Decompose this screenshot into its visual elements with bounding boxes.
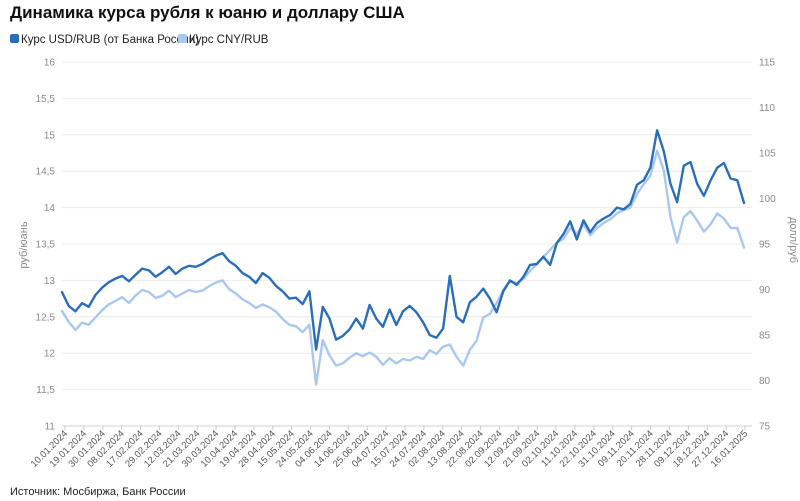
legend-label-cny: Курс CNY/RUB [189, 34, 269, 46]
y-left-tick-label: 13 [44, 276, 56, 287]
y-right-tick-label: 85 [759, 331, 771, 342]
legend: Курс USD/RUB (от Банка России) Курс CNY/… [10, 34, 269, 46]
y-axis-left: 11 11,5 12 12,5 13 13,5 14 14,5 15 15,5 16 [36, 58, 56, 433]
series-lines [60, 129, 746, 386]
chart-title: Динамика курса рубля к юаню и доллару СШ… [10, 3, 405, 22]
y-left-tick-label: 14 [44, 203, 56, 214]
y-right-tick-label: 105 [759, 149, 776, 160]
source-note: Источник: Мосбиржа, Банк России [10, 486, 186, 498]
y-right-tick-label: 115 [759, 58, 775, 69]
legend-label-usd: Курс USD/RUB (от Банка России) [21, 34, 199, 46]
y-right-tick-label: 110 [759, 103, 775, 114]
series-line-cny-rub [60, 149, 746, 386]
y-right-tick-label: 75 [759, 422, 771, 433]
y-left-tick-label: 12 [44, 349, 56, 360]
y-left-tick-label: 16 [44, 58, 56, 69]
y-right-tick-label: 80 [759, 376, 771, 387]
y-right-tick-label: 100 [759, 194, 776, 205]
y-right-tick-label: 95 [759, 240, 771, 251]
series-line-usd-rub [60, 129, 746, 351]
y-left-tick-label: 13,5 [36, 240, 56, 251]
y-left-tick-label: 11 [45, 422, 56, 433]
gridlines [62, 61, 752, 427]
y-left-tick-label: 11,5 [36, 385, 55, 396]
y-axis-left-label: руб/юань [18, 221, 30, 268]
y-left-tick-label: 15,5 [36, 94, 56, 105]
y-left-tick-label: 14,5 [36, 167, 56, 178]
y-left-tick-label: 15 [44, 130, 56, 141]
legend-swatch-usd [10, 34, 19, 43]
y-right-tick-label: 90 [759, 285, 771, 296]
y-axis-right: 75 80 85 90 95 100 105 110 115 [759, 58, 776, 433]
x-axis: 10.01.202419.01.202430.01.202408.02.2024… [29, 425, 752, 470]
y-left-tick-label: 12,5 [36, 312, 56, 323]
legend-swatch-cny [178, 34, 187, 43]
y-axis-right-label: долл/руб [787, 217, 799, 263]
